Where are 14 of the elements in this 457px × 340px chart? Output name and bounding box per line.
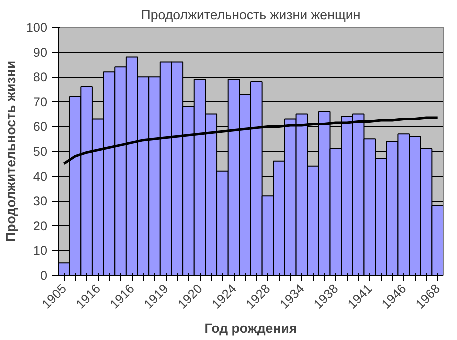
- y-tick-label: 60: [33, 120, 48, 134]
- y-tick-label: 10: [33, 244, 48, 258]
- chart-title: Продолжительность жизни женщин: [141, 8, 361, 22]
- y-axis-title: Продолжительность жизни: [3, 60, 18, 242]
- y-tick-label: 80: [33, 70, 48, 85]
- y-tick-label: 40: [33, 170, 48, 184]
- y-tick-label: 50: [33, 145, 48, 159]
- y-tick-label: 0: [40, 269, 48, 283]
- y-tick-label: 30: [33, 194, 48, 209]
- y-tick-label: 100: [26, 21, 48, 35]
- y-tick-label: 70: [33, 95, 48, 110]
- x-axis-title: Год рождения: [204, 320, 298, 336]
- y-tick-label: 20: [33, 219, 48, 234]
- y-tick-label: 90: [33, 46, 48, 60]
